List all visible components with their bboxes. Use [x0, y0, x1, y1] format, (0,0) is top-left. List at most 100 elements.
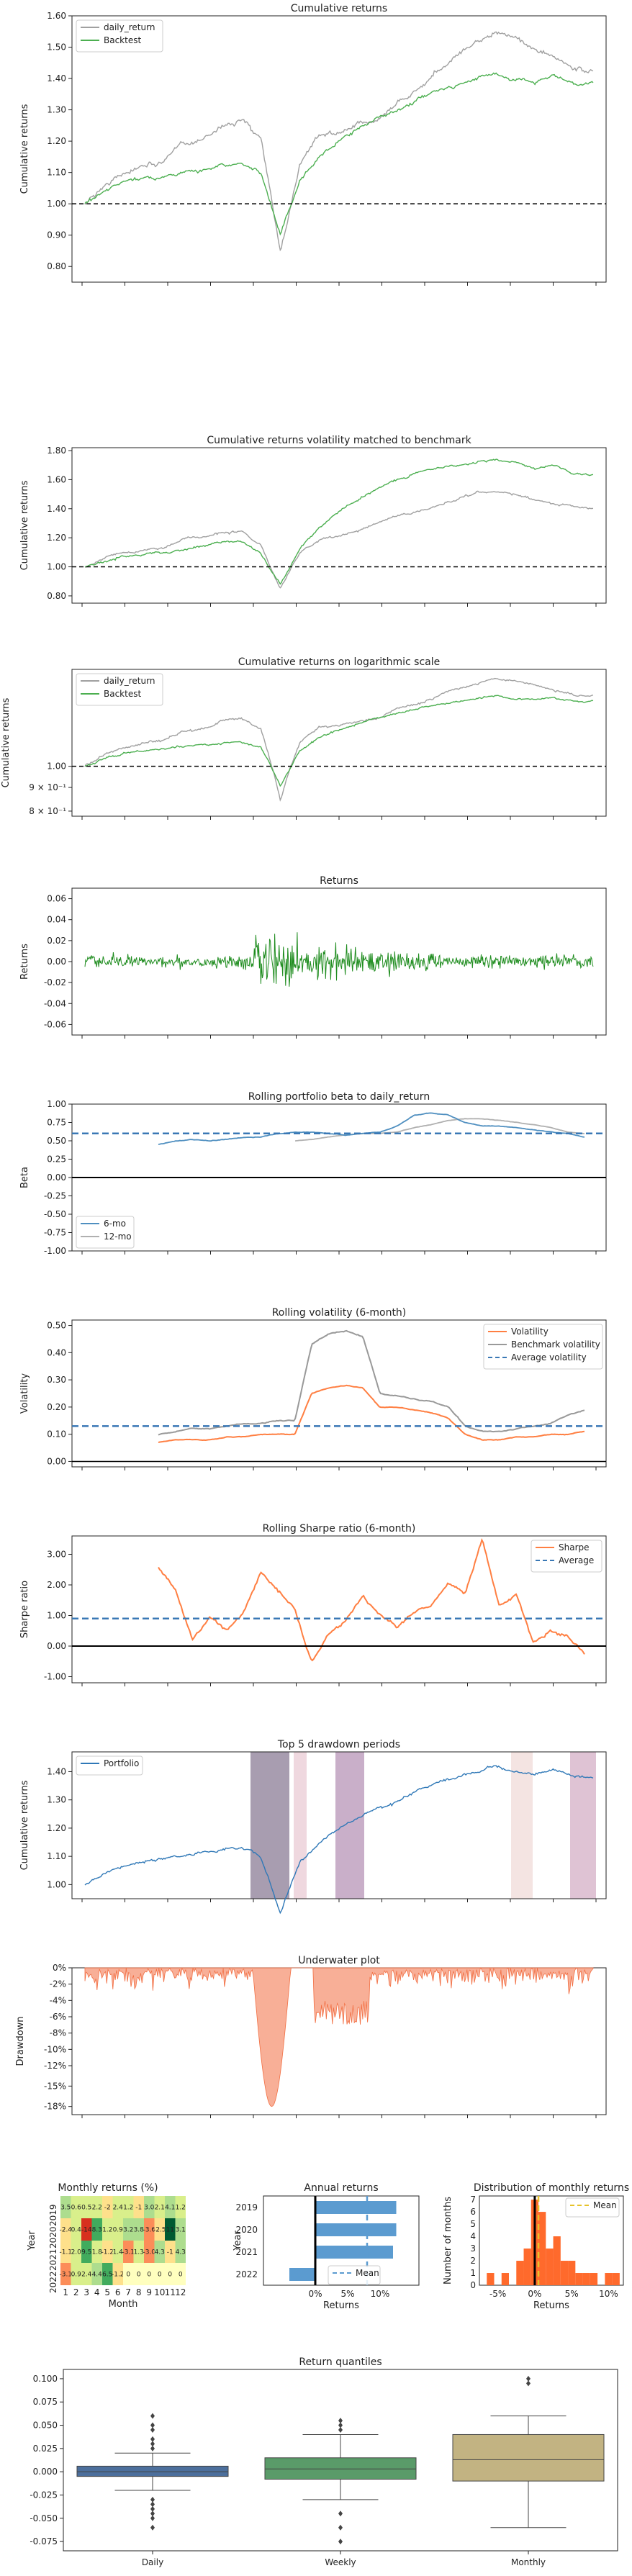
- y-tick-label: 0.06: [47, 894, 66, 904]
- heatmap-cell: [175, 2196, 186, 2218]
- y-tick-label: 0.00: [47, 1456, 66, 1466]
- heatmap-value: 0: [147, 2272, 151, 2279]
- y-tick-label: 0.25: [47, 1154, 66, 1165]
- heatmap-cell: [60, 2218, 71, 2241]
- heatmap-cell: [154, 2218, 165, 2241]
- y-tick-label: 2.00: [47, 1580, 66, 1590]
- heatmap-value: 0.9: [113, 2227, 124, 2234]
- heatmap-value: -1.2: [112, 2272, 125, 2279]
- drawdown-span: [511, 1752, 533, 1899]
- y-tick-label: 9 × 10⁻¹: [29, 782, 66, 792]
- series-portfolio: [84, 1765, 594, 1915]
- chart-title: Returns: [320, 875, 358, 887]
- y-tick-label: 1: [470, 2268, 476, 2278]
- plot-frame: [71, 447, 607, 604]
- x-tick-label: 0%: [528, 2289, 541, 2299]
- outlier-point: [150, 2413, 155, 2419]
- quantile-box: [452, 2433, 605, 2482]
- drawdown-area: [84, 1967, 594, 2107]
- y-tick-label: -8%: [50, 2028, 66, 2038]
- y-tick-label: -0.075: [30, 2536, 58, 2546]
- y-tick-label: 0: [470, 2280, 476, 2290]
- histogram-bar: [568, 2261, 576, 2285]
- heatmap-year-label: 2021: [48, 2249, 58, 2272]
- heatmap-value: -2.4: [59, 2227, 72, 2234]
- heatmap-cell: [165, 2263, 176, 2285]
- chart-returns: Returns Returns 0.06 0.04 0.02 0.00 -0.02 -0.04…: [19, 875, 607, 1039]
- heatmap-cell: [91, 2263, 102, 2285]
- y-tick-label: 1.40: [47, 73, 66, 83]
- heatmap-month-label: 10: [154, 2287, 165, 2297]
- histogram-bar: [546, 2249, 554, 2285]
- y-tick-label: 1.00: [47, 761, 66, 772]
- y-tick-label: 7: [470, 2195, 476, 2205]
- x-axis-label: Month: [109, 2299, 138, 2310]
- heatmap-value: 3.8: [134, 2227, 145, 2234]
- y-tick-label: 2: [470, 2256, 476, 2266]
- heatmap-cell: [81, 2241, 92, 2263]
- heatmap-value: 3.5: [60, 2205, 71, 2212]
- heatmap-value: 3.2: [123, 2227, 133, 2234]
- y-tick-label: 3: [470, 2243, 476, 2254]
- histogram-bar: [605, 2273, 613, 2285]
- y-tick-label: 1.00: [47, 199, 66, 209]
- heatmap-value: 0: [137, 2272, 141, 2279]
- y-axis-label: Cumulative returns: [1, 697, 12, 787]
- heatmap-year-label: 2019: [48, 2205, 58, 2227]
- heatmap-cell: [165, 2241, 176, 2263]
- legend-box: [483, 1324, 603, 1370]
- heatmap-cell: [154, 2196, 165, 2218]
- y-tick-label: 1.60: [47, 11, 66, 21]
- heatmap-month-label: 2: [73, 2287, 79, 2297]
- outlier-point: [150, 2505, 155, 2512]
- chart-rolling-volatility: Rolling volatility (6-month) Volatility 0.…: [19, 1307, 607, 1470]
- quantile-box: [264, 2457, 417, 2480]
- y-tick-label: 0.100: [33, 2374, 58, 2384]
- heatmap-cell: [60, 2241, 71, 2263]
- heatmap-value: 0: [168, 2272, 172, 2279]
- heatmap-cell: [133, 2218, 144, 2241]
- y-tick-label: -0.050: [30, 2513, 58, 2523]
- chart-underwater: Underwater plot Drawdown 0% -2% -4% -6% -8% -10…: [15, 1955, 607, 2118]
- histogram-bar: [487, 2273, 495, 2285]
- series-daily-return: [84, 490, 594, 589]
- outlier-point: [150, 2515, 155, 2521]
- y-tick-label: -15%: [44, 2081, 66, 2091]
- heatmap-cell: [71, 2241, 81, 2263]
- heatmap-cell: [102, 2241, 113, 2263]
- heatmap-cell: [81, 2218, 92, 2241]
- heatmap-value: 2.2: [92, 2205, 102, 2212]
- y-tick-label: 0.04: [47, 915, 66, 925]
- legend-box: [328, 2265, 381, 2285]
- heatmap-cell: [102, 2218, 113, 2241]
- heatmap-cell: [144, 2218, 155, 2241]
- y-tick-label: 1.20: [47, 533, 66, 543]
- y-tick-label: 1.30: [47, 105, 66, 115]
- x-axis-label: Returns: [323, 2300, 359, 2311]
- y-axis-label: Beta: [19, 1167, 30, 1188]
- y-tick-label: -0.04: [44, 998, 66, 1008]
- chart-rolling-beta: Rolling portfolio beta to daily_return Be…: [19, 1091, 607, 1256]
- y-axis-label: Volatility: [19, 1373, 30, 1414]
- y-tick-label: 0.20: [47, 1402, 66, 1412]
- y-tick-label: 1.20: [47, 136, 66, 146]
- quantile-box: [76, 2465, 229, 2477]
- x-tick-label: Weekly: [325, 2557, 356, 2567]
- chart-title: Return quantiles: [299, 2356, 382, 2368]
- drawdown-span: [294, 1752, 307, 1899]
- outlier-point: [150, 2511, 155, 2517]
- heatmap-year-label: 2022: [48, 2272, 58, 2294]
- annual-bar: [315, 2246, 393, 2259]
- heatmap-month-label: 6: [115, 2287, 121, 2297]
- y-tick-label: 0.02: [47, 936, 66, 946]
- heatmap-month-label: 1: [63, 2287, 68, 2297]
- annual-bar: [289, 2268, 315, 2281]
- chart-title: Distribution of monthly returns: [474, 2182, 629, 2194]
- heatmap-cell: [154, 2241, 165, 2263]
- chart-monthly-distribution: Distribution of monthly returns Number of…: [443, 2182, 629, 2311]
- chart-title: Rolling volatility (6-month): [272, 1307, 407, 1319]
- legend-label: daily_return: [104, 22, 155, 32]
- heatmap-month-label: 11: [165, 2287, 176, 2297]
- legend-label: Backtest: [104, 35, 141, 45]
- y-tick-label: 0.30: [47, 1375, 66, 1385]
